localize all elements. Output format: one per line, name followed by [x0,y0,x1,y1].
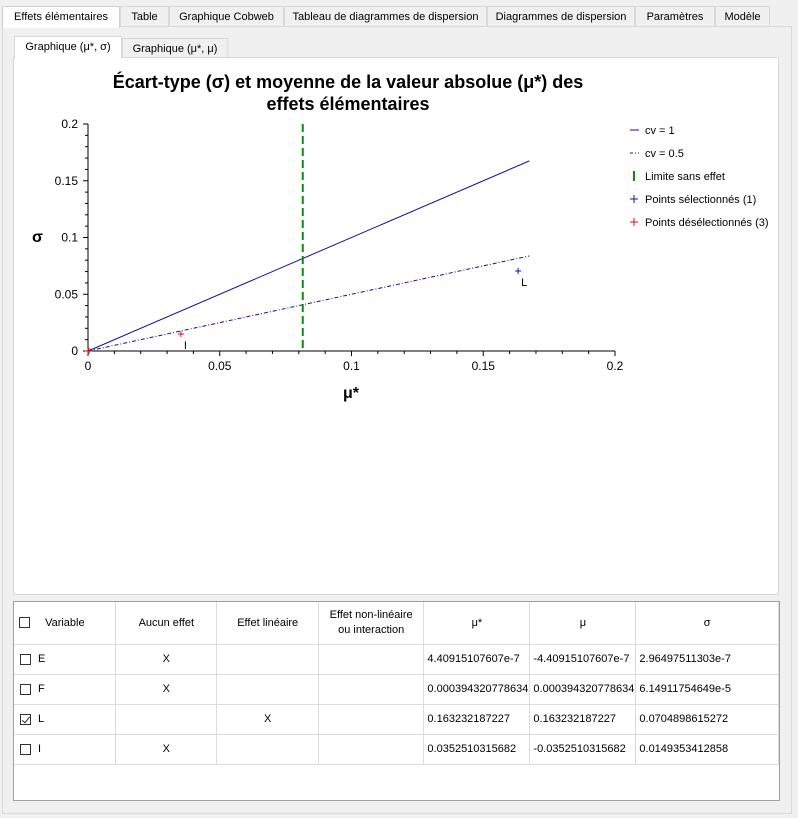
chart-title-line1: Écart-type (σ) et moyenne de la valeur a… [113,71,583,92]
cell-linear [216,674,319,705]
y-axis-label: σ [32,229,43,246]
cell-sigma: 6.14911754649e-5 [635,674,779,705]
point-label: I [184,340,187,352]
subtab-graphique-mustar-sigma[interactable]: Graphique (μ*, σ) [14,36,122,59]
legend-swatch-deselected [630,218,638,226]
header-no-effect[interactable]: Aucun effet [115,602,218,645]
cell-mustar: 0.163232187227 [423,704,531,735]
table-row[interactable]: I X 0.0352510315682 -0.0352510315682 0.0… [14,734,779,765]
y-tick-label: 0 [71,344,78,358]
header-mu[interactable]: μ [529,602,637,645]
cell-no-effect: X [115,734,218,765]
subtab-graphique-mustar-mu[interactable]: Graphique (μ*, μ) [122,38,228,59]
effects-grid: Variable Aucun effet Effet linéaire Effe… [14,602,779,765]
legend-label-selected: Points sélectionnés (1) [645,194,756,206]
tab-graphique-cobweb[interactable]: Graphique Cobweb [169,6,284,26]
table-row[interactable]: E X 4.40915107607e-7 -4.40915107607e-7 2… [14,644,779,675]
cell-sigma: 2.96497511303e-7 [635,644,779,675]
header-nonlinear-line2: ou interaction [338,623,405,636]
cell-no-effect: X [115,674,218,705]
y-tick-label: 0.15 [55,174,79,188]
legend-label-limit: Limite sans effet [645,171,725,183]
tab-modele[interactable]: Modèle [715,6,770,26]
legend-label-cv05: cv = 0.5 [645,148,684,160]
row-checkbox[interactable] [20,743,31,755]
cell-variable: E [14,644,117,675]
cell-sigma: 0.0704898615272 [635,704,779,735]
cell-nonlinear [318,644,425,675]
x-tick-label: 0.1 [343,359,360,373]
tab-diagrammes-dispersion[interactable]: Diagrammes de dispersion [487,6,635,26]
tab-parametres[interactable]: Paramètres [635,6,715,26]
cell-linear: X [216,704,319,735]
cell-variable: I [14,734,117,765]
chart-canvas[interactable]: Écart-type (σ) et moyenne de la valeur a… [14,58,778,594]
y-tick-label: 0.05 [55,287,79,301]
header-mustar[interactable]: μ* [423,602,531,645]
header-nonlinear[interactable]: Effet non-linéaire ou interaction [318,602,425,645]
x-tick-label: 0 [85,359,92,373]
variable-name: L [38,713,45,725]
cell-mu: 0.000394320778634 [529,674,637,705]
plot-area: 0 0.05 0.1 0.15 0.2 0 0.05 0.1 0.15 0.2 I L [55,117,624,373]
tab-tableau-diagrammes-dispersion[interactable]: Tableau de diagrammes de dispersion [284,6,487,26]
cell-linear [216,644,319,675]
cell-variable: F [14,674,117,705]
x-tick-label: 0.05 [208,359,232,373]
cell-mu: -0.0352510315682 [529,734,637,765]
row-checkbox[interactable] [20,713,31,725]
legend: cv = 1 cv = 0.5 Limite sans effet Points… [630,125,769,229]
cell-sigma: 0.0149353412858 [635,734,779,765]
cell-mu: 0.163232187227 [529,704,637,735]
cv05-line [87,255,530,352]
y-tick-label: 0.2 [61,117,78,131]
cell-nonlinear [318,674,425,705]
cell-mu: -4.40915107607e-7 [529,644,637,675]
point-label: L [521,277,527,289]
cell-mustar: 4.40915107607e-7 [423,644,531,675]
table-header-row: Variable Aucun effet Effet linéaire Effe… [14,602,779,645]
chart-title-line2: effets élémentaires [266,94,429,114]
x-axis-label: μ* [343,385,360,402]
cv1-line [87,160,530,352]
cell-variable: L [14,704,117,735]
header-linear[interactable]: Effet linéaire [216,602,319,645]
cell-nonlinear [318,704,425,735]
x-tick-label: 0.2 [607,359,624,373]
cell-linear [216,734,319,765]
legend-label-cv1: cv = 1 [645,125,675,137]
header-variable-label: Variable [45,616,85,629]
header-nonlinear-line1: Effet non-linéaire [329,608,413,621]
x-tick-label: 0.15 [472,359,496,373]
y-tick-label: 0.1 [61,231,78,245]
cell-no-effect [115,704,218,735]
cell-nonlinear [318,734,425,765]
table-row[interactable]: F X 0.000394320778634 0.000394320778634 … [14,674,779,705]
variable-name: E [38,653,46,665]
legend-swatch-selected [630,195,638,203]
table-row[interactable]: L X 0.163232187227 0.163232187227 0.0704… [14,704,779,735]
tab-effets-elementaires[interactable]: Effets élémentaires [2,6,120,28]
select-all-checkbox[interactable] [19,617,30,629]
row-checkbox[interactable] [20,653,31,665]
row-checkbox[interactable] [20,683,31,695]
cell-no-effect: X [115,644,218,675]
header-variable[interactable]: Variable [14,602,117,645]
cell-mustar: 0.0352510315682 [423,734,531,765]
chart-panel: Écart-type (σ) et moyenne de la valeur a… [13,57,779,595]
tab-table[interactable]: Table [120,6,169,26]
variable-name: F [38,683,45,695]
legend-label-deselected: Points désélectionnés (3) [645,217,769,229]
header-sigma[interactable]: σ [635,602,779,645]
effects-table[interactable]: Variable Aucun effet Effet linéaire Effe… [13,601,780,801]
cell-mustar: 0.000394320778634 [423,674,531,705]
variable-name: I [38,743,42,755]
